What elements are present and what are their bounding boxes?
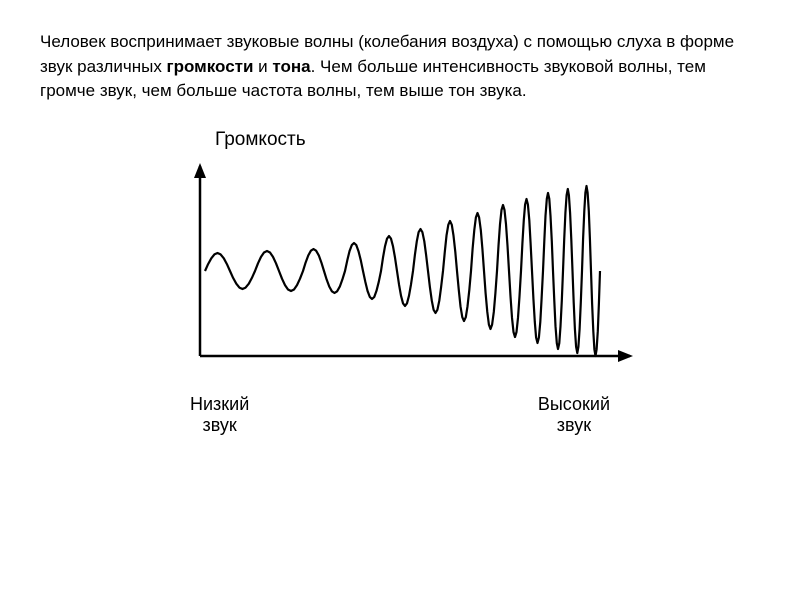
- x-label-low-sound: Низкий звук: [190, 394, 249, 436]
- chart-y-axis-label: Громкость: [215, 129, 660, 151]
- description-paragraph: Человек воспринимает звуковые волны (кол…: [40, 30, 760, 104]
- para-part2: и: [253, 57, 272, 76]
- wave-diagram-svg: [150, 156, 650, 386]
- para-bold1: громкости: [167, 57, 254, 76]
- para-bold2: тона: [272, 57, 310, 76]
- chart-x-labels: Низкий звук Высокий звук: [190, 394, 610, 436]
- sound-wave-chart: Громкость Низкий звук Высокий звук: [140, 129, 660, 436]
- x-label-high-sound: Высокий звук: [538, 394, 610, 436]
